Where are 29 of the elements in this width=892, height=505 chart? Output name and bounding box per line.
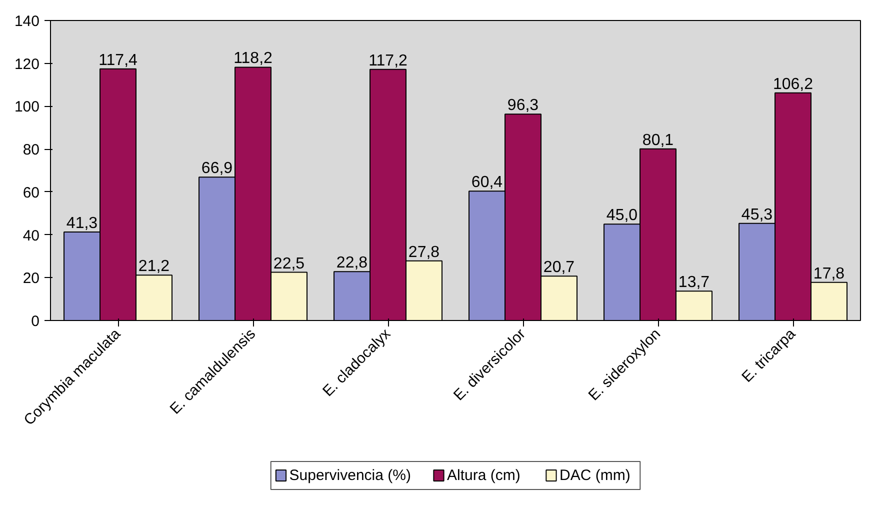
data-label: 20,7 — [543, 259, 575, 276]
data-label: 106,2 — [772, 76, 814, 93]
data-label: 80,1 — [642, 132, 674, 149]
legend-label: Altura (cm) — [447, 467, 520, 484]
y-tick-label: 120 — [14, 56, 40, 73]
legend-label: Supervivencia (%) — [289, 467, 411, 484]
data-label: 22,8 — [336, 254, 368, 272]
data-label: 22,5 — [273, 255, 305, 272]
y-tick-label: 100 — [14, 98, 40, 116]
y-tick-label: 40 — [22, 227, 40, 244]
y-tick-label: 140 — [14, 13, 40, 30]
data-label: 96,3 — [507, 97, 539, 114]
y-tick-label: 0 — [31, 313, 40, 330]
y-tick-label: 80 — [22, 142, 40, 159]
data-label: 41,3 — [66, 215, 98, 232]
y-tick-label: 60 — [22, 184, 40, 202]
data-label: 60,4 — [471, 174, 503, 192]
data-label: 45,3 — [741, 206, 773, 224]
y-tick-label: 20 — [22, 270, 40, 288]
data-label: 118,2 — [234, 50, 273, 68]
data-label: 21,2 — [138, 258, 170, 276]
legend-label: DAC (mm) — [560, 467, 630, 484]
data-label: 66,9 — [201, 160, 233, 178]
data-label: 27,8 — [408, 244, 440, 261]
data-label: 117,2 — [368, 52, 408, 70]
data-label: 17,8 — [813, 265, 845, 282]
data-label: 13,7 — [678, 274, 710, 292]
data-label: 45,0 — [606, 207, 638, 224]
data-label: 117,4 — [98, 52, 138, 69]
